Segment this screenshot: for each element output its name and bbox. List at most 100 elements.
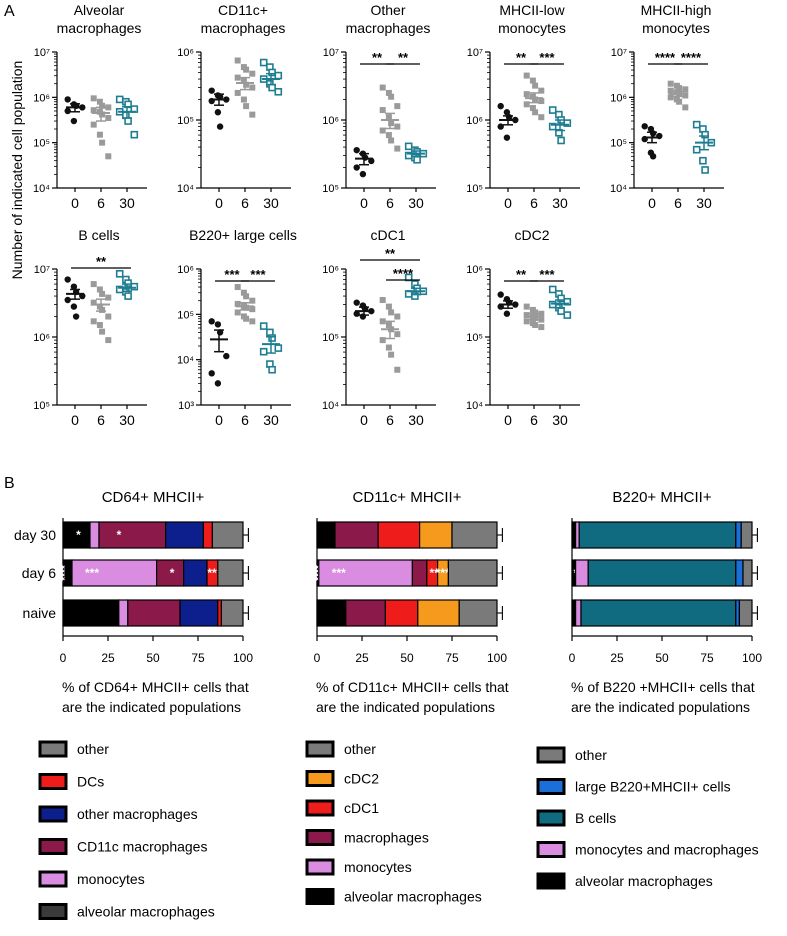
data-point: [234, 309, 241, 316]
data-point: [385, 114, 392, 121]
legend-swatch: [305, 770, 335, 787]
bar-segment: [580, 599, 737, 627]
bar-segment: [742, 559, 753, 587]
data-point: [649, 130, 657, 137]
legend-label: DCs: [77, 774, 104, 790]
category-label: naive: [23, 605, 57, 621]
y-tick-label: 10⁶: [33, 92, 50, 104]
legend-swatch: [305, 799, 335, 817]
x-tick-label: 6: [97, 412, 105, 428]
data-point: [124, 279, 132, 287]
data-point: [523, 312, 530, 319]
data-point: [379, 84, 386, 91]
data-point: [105, 337, 112, 344]
bar-segment: [411, 559, 428, 587]
legend: other large B220+MHCII+ cells B cells monoc…: [536, 746, 759, 890]
legend-swatch: [38, 870, 68, 888]
y-tick-label: 10⁵: [610, 138, 627, 150]
data-point: [90, 107, 97, 114]
data-point: [394, 366, 401, 373]
x-tick-label: 0: [360, 412, 368, 428]
data-point: [385, 303, 392, 310]
x-axis-label: are the indicated populations: [316, 699, 495, 715]
data-point: [676, 98, 683, 105]
y-tick-label: 10⁶: [177, 47, 194, 59]
y-tick-label: 10⁵: [322, 183, 339, 195]
data-point: [353, 299, 360, 306]
data-point: [557, 136, 565, 145]
data-point: [105, 294, 112, 301]
data-point: [90, 299, 97, 306]
data-point: [388, 120, 395, 127]
x-tick-label: 6: [386, 195, 394, 211]
significance-label: **: [372, 50, 383, 65]
bar-segment: [118, 599, 129, 627]
data-point: [388, 351, 395, 358]
legend-swatch: [38, 773, 68, 790]
data-point: [385, 89, 392, 96]
data-point: [667, 80, 674, 87]
legend: other DCs other macrophages CD11c macrophag…: [38, 740, 215, 920]
x-tick-label: 0: [60, 651, 67, 665]
data-point: [523, 318, 530, 325]
data-point: [243, 304, 250, 311]
data-point: [96, 286, 103, 293]
legend-label: cDC2: [344, 771, 379, 787]
y-tick-label: 10⁶: [33, 332, 50, 344]
y-tick-label: 10⁵: [33, 138, 50, 150]
bar-panel: B220+ MHCII+ 0 25 50 75 100 % of B220 +MHCII+ …: [569, 489, 763, 715]
data-point: [538, 98, 545, 105]
x-tick-label: 6: [241, 412, 249, 428]
x-tick-label: 0: [648, 195, 656, 211]
data-point: [234, 300, 241, 307]
y-tick-label: 10³: [178, 400, 194, 412]
data-point: [105, 313, 112, 320]
data-point: [105, 153, 112, 160]
data-point: [249, 306, 256, 313]
x-axis-label: % of CD11c+ MHCII+ cells that: [316, 679, 509, 695]
x-tick-label: 75: [700, 651, 714, 665]
data-point: [274, 71, 283, 80]
legend-swatch: [38, 805, 68, 823]
panel-label-a: A: [4, 3, 15, 20]
data-point: [497, 102, 504, 110]
data-point: [268, 334, 276, 342]
x-axis-label: % of B220 +MHCII+ cells that: [571, 679, 755, 695]
panel-title: MHCII-low: [499, 2, 565, 18]
x-tick-label: 6: [674, 195, 682, 211]
data-point: [274, 344, 283, 352]
data-point: [394, 313, 401, 320]
data-point: [379, 337, 386, 344]
data-point: [90, 281, 97, 288]
x-tick-label: 30: [119, 195, 135, 211]
x-tick-label: 30: [696, 195, 712, 211]
significance-label: *: [117, 528, 122, 542]
data-point: [249, 84, 256, 91]
data-point: [385, 322, 392, 329]
bar-segment: [458, 599, 498, 627]
y-tick-label: 10⁴: [610, 183, 627, 195]
bar-segment: [316, 521, 336, 549]
significance-label: **: [385, 246, 396, 261]
panel-title: macrophages: [346, 20, 431, 36]
bar-panel: CD64+ MHCII+ 0 25 50 75 100 % of CD64+ MHCII+ …: [14, 489, 253, 715]
data-point: [105, 104, 112, 111]
bar-segment: [384, 599, 419, 627]
panel-title: B220+ large cells: [189, 227, 297, 243]
data-point: [563, 297, 572, 306]
legend-swatch: [536, 746, 566, 764]
data-point: [115, 95, 124, 104]
y-axis-label: Number of indicated cell population: [9, 61, 25, 280]
data-point: [557, 307, 565, 315]
data-point: [529, 77, 536, 84]
x-tick-label: 6: [241, 195, 249, 211]
y-tick-label: 10⁶: [322, 115, 339, 127]
data-point: [130, 282, 139, 291]
data-point: [532, 309, 539, 316]
panel-title: macrophages: [57, 20, 142, 36]
x-tick-label: 6: [530, 412, 538, 428]
legend-swatch: [305, 740, 335, 758]
scatter-panel: CD11c+ macrophages 10⁴ 10⁵ 10⁶ 0 6 30: [177, 2, 291, 211]
